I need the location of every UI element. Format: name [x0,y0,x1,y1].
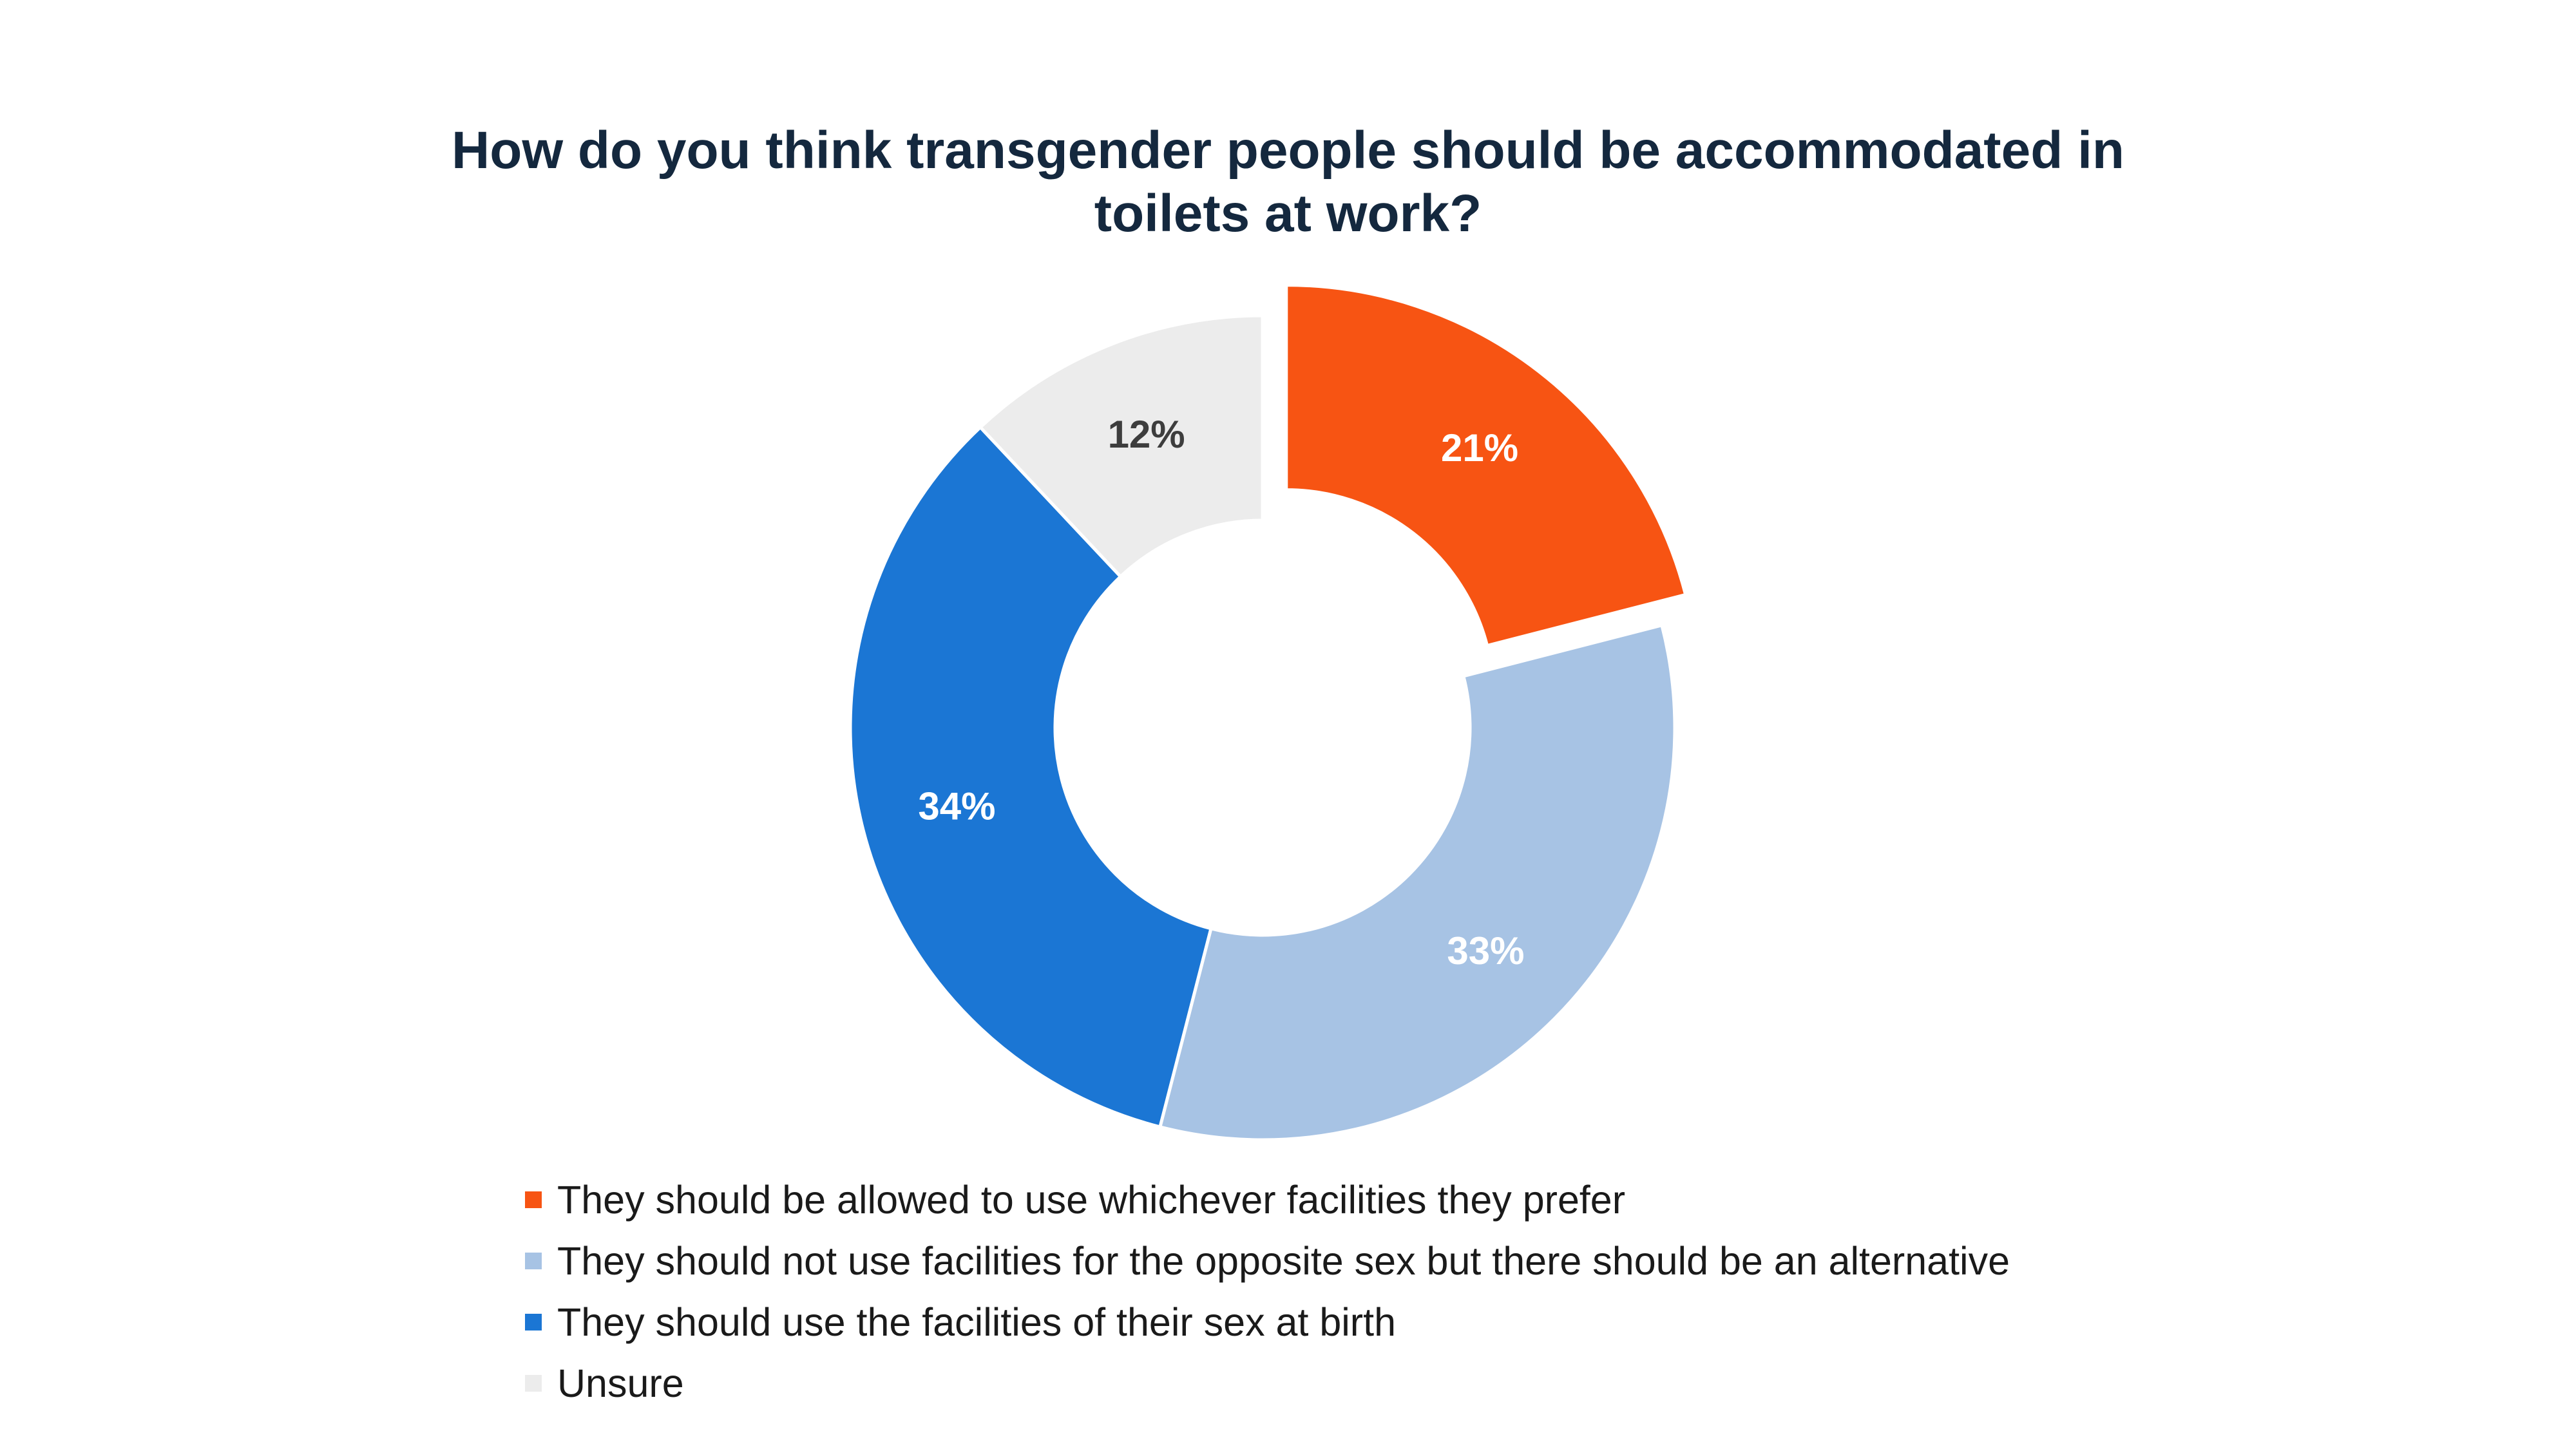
donut-slice-unsure [978,314,1264,579]
legend-swatch [525,1374,542,1392]
legend-swatch [525,1252,542,1269]
data-label-unsure: 12% [1108,413,1185,456]
legend-label: They should not use facilities for the o… [557,1238,2010,1283]
legend-item-they-should-be-allowed-to-use-whichever-: They should be allowed to use whichever … [525,1169,2010,1230]
data-label-they-should-be-allowed-to-use-whichever-: 21% [1441,426,1518,469]
donut-slice-they-should-not-use-facilities-for-the-o [1158,623,1677,1142]
legend-swatch [525,1313,542,1331]
legend-label: Unsure [557,1361,684,1405]
chart-title-line-2: toilets at work? [1094,184,1482,243]
legend-item-unsure: Unsure [525,1352,2010,1414]
legend-item-they-should-not-use-facilities-for-the-o: They should not use facilities for the o… [525,1230,2010,1291]
legend-swatch [525,1191,542,1208]
chart-title: How do you think transgender people shou… [0,119,2576,245]
legend-label: They should be allowed to use whichever … [557,1177,1626,1222]
legend: They should be allowed to use whichever … [525,1169,2010,1414]
donut-slice-they-should-use-the-facilities-of-their- [848,424,1213,1129]
chart-title-line-1: How do you think transgender people shou… [452,121,2124,180]
donut-slice-they-should-be-allowed-to-use-whichever- [1284,283,1688,648]
data-label-they-should-not-use-facilities-for-the-o: 33% [1447,929,1524,972]
data-label-they-should-use-the-facilities-of-their-: 34% [918,784,995,828]
legend-label: They should use the facilities of their … [557,1300,1396,1344]
legend-item-they-should-use-the-facilities-of-their-: They should use the facilities of their … [525,1291,2010,1352]
